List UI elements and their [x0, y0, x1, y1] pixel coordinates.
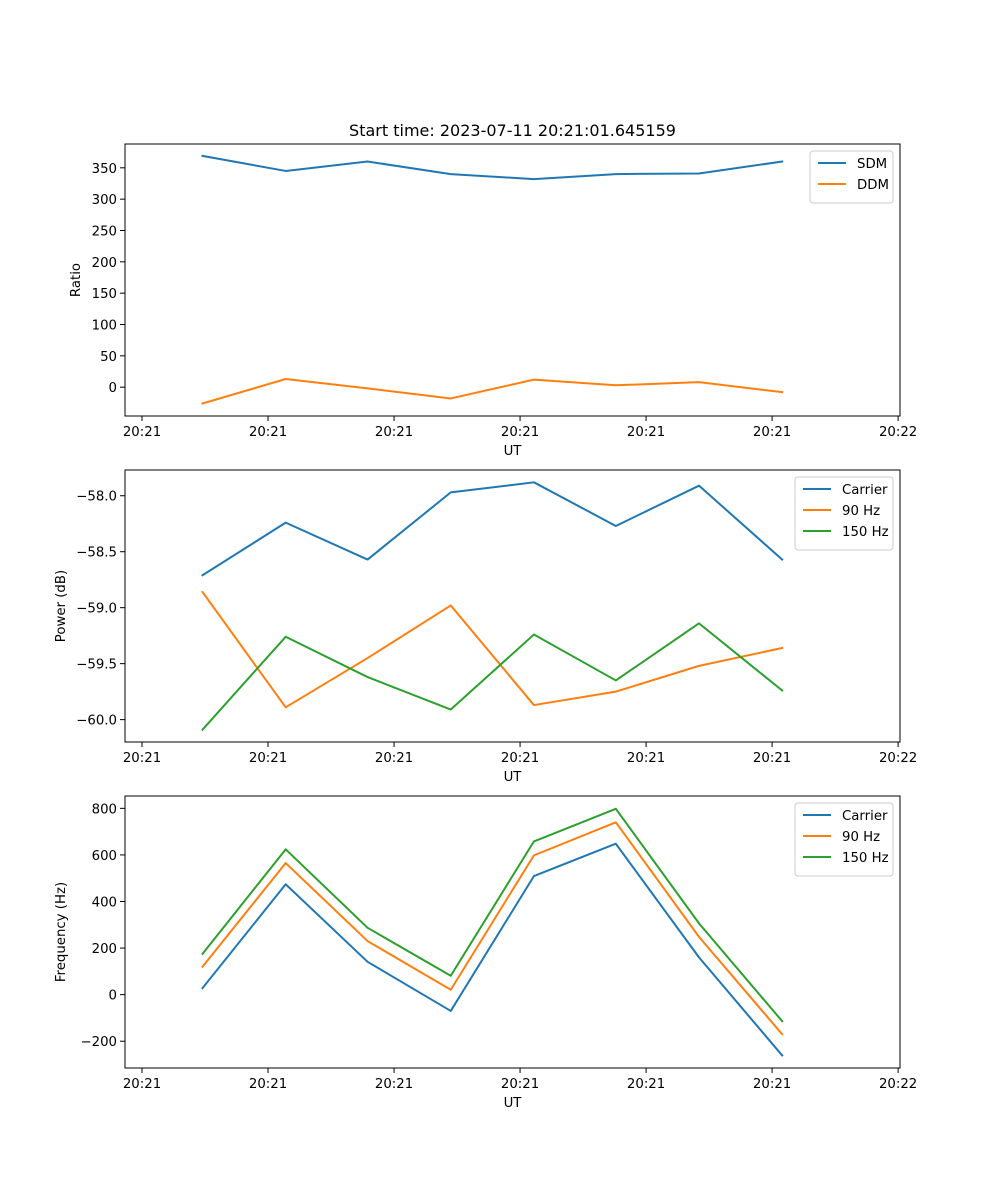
frequency-axes: 20:21 20:21 20:21 20:21 20:21 20:21 20:22 −200 0…: [54, 795, 917, 1111]
power-x-tick-label: 20:22: [879, 751, 917, 766]
power-series-carrier: [201, 481, 784, 577]
power-x-tick-label: 20:21: [501, 751, 539, 766]
frequency-y-tick-label: 800: [92, 802, 117, 817]
power-y-tick-label: −59.0: [76, 602, 117, 617]
ratio-y-tick-label: 50: [100, 350, 117, 365]
ratio-x-tick-label: 20:21: [753, 425, 791, 440]
power-x-tick-label: 20:21: [249, 751, 287, 766]
power-y-tick-label: −58.5: [76, 546, 117, 561]
frequency-x-axis-label: UT: [504, 1096, 523, 1111]
power-x-tick-label: 20:21: [753, 751, 791, 766]
power-y-tick-label: −60.0: [76, 714, 117, 729]
frequency-y-axis-label: Frequency (Hz): [54, 882, 69, 982]
frequency-series-carrier: [201, 842, 784, 1057]
frequency-y-tick-label: 600: [92, 849, 117, 864]
legend-label: SDM: [857, 157, 887, 172]
ratio-series-ddm: [201, 378, 784, 405]
ratio-y-tick-label: 350: [92, 162, 117, 177]
ratio-series-sdm: [201, 154, 784, 181]
power-axes: 20:21 20:21 20:21 20:21 20:21 20:21 20:22 −60.0…: [54, 469, 917, 785]
ratio-y-tick-label: 200: [92, 256, 117, 271]
ratio-legend: SDM DDM: [809, 150, 894, 204]
ratio-y-tick-label: 250: [92, 224, 117, 239]
power-x-tick-label: 20:21: [375, 751, 413, 766]
frequency-y-tick-label: −200: [80, 1035, 117, 1050]
ratio-axes-frame: [124, 143, 901, 417]
frequency-x-tick-label: 20:22: [879, 1077, 917, 1092]
frequency-x-tick-label: 20:21: [123, 1077, 161, 1092]
power-y-tick-label: −58.0: [76, 490, 117, 505]
ratio-x-tick-label: 20:21: [249, 425, 287, 440]
legend-label: 150 Hz: [842, 851, 889, 866]
legend-label: Carrier: [842, 483, 888, 498]
ratio-x-tick-label: 20:21: [123, 425, 161, 440]
legend-label: 90 Hz: [842, 504, 880, 519]
frequency-y-tick-label: 200: [92, 942, 117, 957]
power-y-axis-label: Power (dB): [54, 570, 69, 642]
ratio-x-tick-label: 20:21: [501, 425, 539, 440]
ratio-y-axis-label: Ratio: [69, 263, 84, 297]
legend-label: 90 Hz: [842, 830, 880, 845]
power-series-90-hz: [201, 590, 784, 709]
power-x-axis-label: UT: [504, 770, 523, 785]
legend-label: Carrier: [842, 809, 888, 824]
ratio-x-tick-label: 20:21: [375, 425, 413, 440]
legend-label: 150 Hz: [842, 525, 889, 540]
power-legend: Carrier 90 Hz 150 Hz: [794, 476, 894, 551]
frequency-x-tick-label: 20:21: [753, 1077, 791, 1092]
frequency-series-150-hz: [201, 807, 784, 1023]
frequency-x-tick-label: 20:21: [249, 1077, 287, 1092]
frequency-x-tick-label: 20:21: [627, 1077, 665, 1092]
ratio-y-tick-label: 150: [92, 287, 117, 302]
frequency-x-tick-label: 20:21: [375, 1077, 413, 1092]
ratio-x-tick-label: 20:22: [879, 425, 917, 440]
power-x-tick-label: 20:21: [627, 751, 665, 766]
power-series-150-hz: [201, 622, 784, 732]
ratio-y-tick-label: 300: [92, 193, 117, 208]
power-y-tick-label: −59.5: [76, 658, 117, 673]
frequency-y-tick-label: 0: [109, 989, 117, 1004]
frequency-series-90-hz: [201, 821, 784, 1036]
figure-title: Start time: 2023-07-11 20:21:01.645159: [349, 121, 676, 140]
ratio-axes: 20:21 20:21 20:21 20:21 20:21 20:21 20:22 0 50 10…: [69, 143, 917, 459]
ratio-y-tick-label: 0: [109, 381, 117, 396]
power-axes-frame: [124, 469, 901, 743]
ratio-y-tick-label: 100: [92, 318, 117, 333]
ratio-x-axis-label: UT: [504, 444, 523, 459]
legend-label: DDM: [857, 178, 889, 193]
frequency-axes-frame: [124, 795, 901, 1069]
ratio-x-tick-label: 20:21: [627, 425, 665, 440]
power-x-tick-label: 20:21: [123, 751, 161, 766]
frequency-legend: Carrier 90 Hz 150 Hz: [794, 802, 894, 877]
frequency-y-tick-label: 400: [92, 895, 117, 910]
frequency-x-tick-label: 20:21: [501, 1077, 539, 1092]
